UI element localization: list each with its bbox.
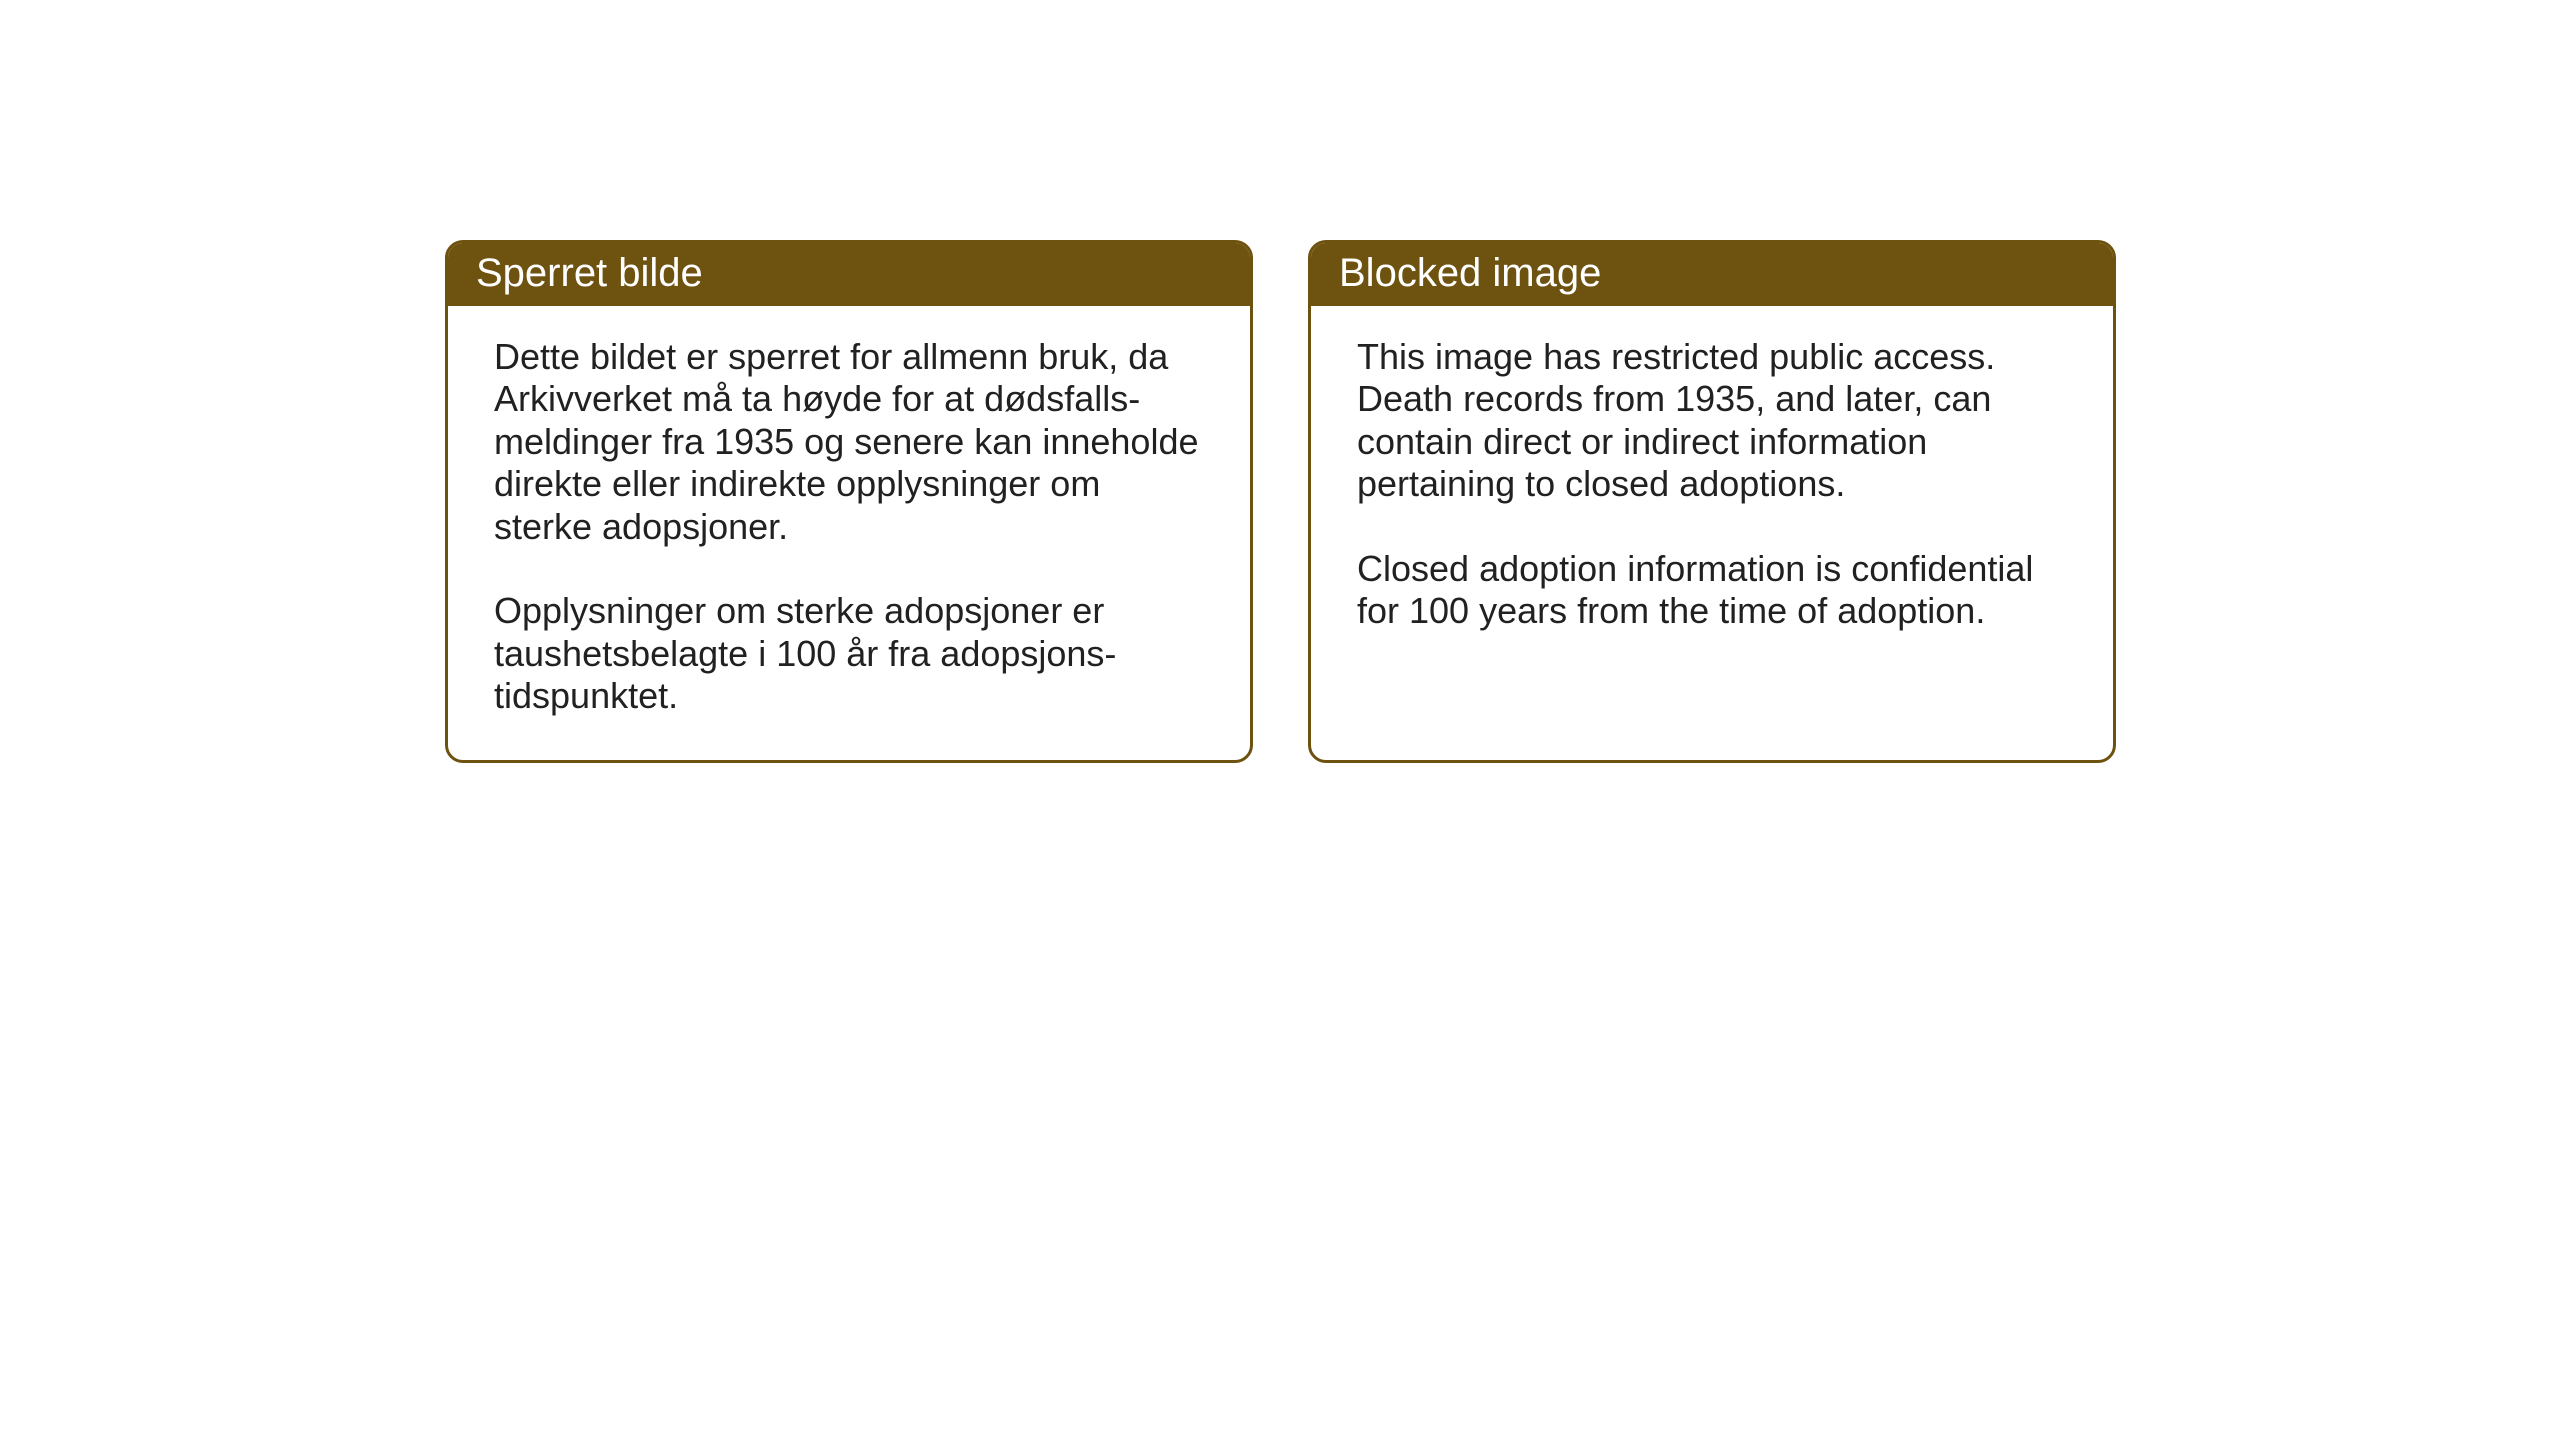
- english-notice-title: Blocked image: [1311, 243, 2113, 306]
- norwegian-notice-body: Dette bildet er sperret for allmenn bruk…: [448, 306, 1250, 760]
- notice-container: Sperret bilde Dette bildet er sperret fo…: [445, 240, 2116, 763]
- english-paragraph-2: Closed adoption information is confident…: [1357, 548, 2067, 633]
- norwegian-paragraph-1: Dette bildet er sperret for allmenn bruk…: [494, 336, 1204, 548]
- norwegian-notice-box: Sperret bilde Dette bildet er sperret fo…: [445, 240, 1253, 763]
- english-notice-body: This image has restricted public access.…: [1311, 306, 2113, 675]
- norwegian-paragraph-2: Opplysninger om sterke adopsjoner er tau…: [494, 590, 1204, 717]
- english-notice-box: Blocked image This image has restricted …: [1308, 240, 2116, 763]
- english-paragraph-1: This image has restricted public access.…: [1357, 336, 2067, 506]
- norwegian-notice-title: Sperret bilde: [448, 243, 1250, 306]
